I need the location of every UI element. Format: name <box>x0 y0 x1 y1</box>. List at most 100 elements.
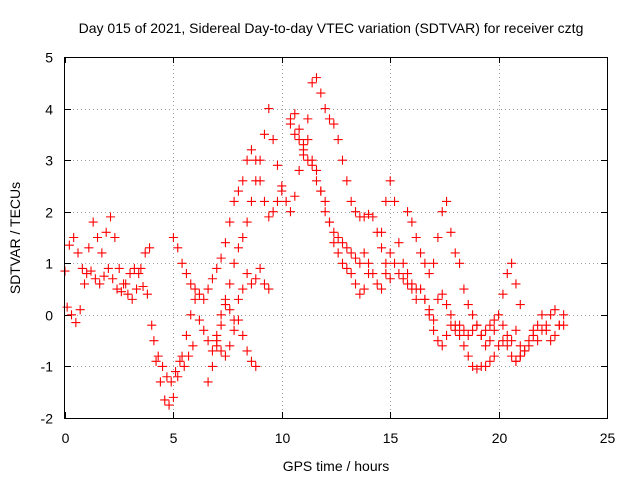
data-point <box>97 248 107 258</box>
data-point <box>520 346 530 356</box>
data-point <box>77 263 87 273</box>
data-point <box>207 346 217 356</box>
data-point <box>203 336 213 346</box>
data-point <box>329 238 339 248</box>
data-point <box>123 289 133 299</box>
data-point <box>350 253 361 263</box>
data-point <box>88 217 98 227</box>
data-point <box>127 294 137 304</box>
data-point <box>290 191 300 201</box>
data-point <box>134 269 144 279</box>
data-point <box>290 109 300 119</box>
data-point <box>455 320 465 330</box>
data-point <box>114 263 124 273</box>
data-point <box>337 258 348 268</box>
data-point <box>255 155 265 165</box>
data-point <box>225 279 235 289</box>
data-point <box>320 207 330 217</box>
data-point <box>99 271 109 281</box>
data-point <box>459 341 469 351</box>
data-point <box>190 294 200 304</box>
data-point <box>515 341 525 351</box>
data-point <box>212 263 222 273</box>
data-point <box>511 325 521 335</box>
data-point <box>554 320 564 330</box>
x-tick-label: 10 <box>275 430 291 446</box>
data-point <box>433 232 443 243</box>
data-point <box>220 351 230 361</box>
data-point <box>359 248 369 258</box>
y-tick-label: 2 <box>45 205 53 221</box>
data-point <box>90 274 100 284</box>
data-point <box>251 274 261 284</box>
data-point <box>238 330 248 341</box>
data-point <box>177 258 187 268</box>
data-point <box>481 325 491 335</box>
data-point <box>175 356 185 366</box>
data-point <box>389 258 400 268</box>
data-point <box>433 336 443 346</box>
data-point <box>320 196 330 206</box>
data-point <box>446 320 456 330</box>
data-point <box>294 134 304 145</box>
data-point <box>259 196 270 206</box>
data-point <box>272 160 283 170</box>
data-point <box>125 269 135 279</box>
data-point <box>173 372 183 382</box>
data-point <box>255 263 265 273</box>
data-point <box>71 318 81 328</box>
data-point <box>481 361 491 371</box>
data-point <box>416 284 426 294</box>
data-point <box>368 269 378 279</box>
data-point <box>216 310 226 320</box>
data-point <box>140 248 150 258</box>
data-point <box>225 341 235 351</box>
data-point <box>398 274 408 284</box>
data-point <box>355 258 365 268</box>
data-point <box>350 279 361 289</box>
data-point <box>394 269 404 279</box>
data-point <box>233 186 243 196</box>
chart-title: Day 015 of 2021, Sidereal Day-to-day VTE… <box>79 20 584 36</box>
data-point <box>242 346 252 356</box>
y-axis-label: SDTVAR / TECUs <box>7 182 23 294</box>
data-point <box>220 299 230 310</box>
data-point <box>95 279 105 289</box>
data-point <box>502 341 512 351</box>
data-point <box>346 196 356 206</box>
data-point <box>433 294 443 304</box>
data-point <box>259 279 270 289</box>
data-point <box>142 289 152 299</box>
data-point <box>550 330 560 341</box>
data-point <box>151 356 161 366</box>
data-point <box>168 392 178 402</box>
data-point <box>311 165 322 176</box>
plot-frame <box>64 57 608 419</box>
data-point <box>402 269 413 279</box>
data-point <box>303 114 313 124</box>
data-point <box>66 310 77 320</box>
data-point <box>105 212 116 222</box>
data-point <box>303 134 313 145</box>
data-point <box>324 114 335 124</box>
data-point <box>528 330 538 341</box>
y-tick-labels: -2 -1 0 1 2 3 4 5 <box>41 50 54 427</box>
data-point <box>131 284 142 294</box>
series-track-f <box>212 315 261 371</box>
data-point <box>485 356 495 366</box>
data-point <box>437 207 447 217</box>
data-point <box>446 227 456 237</box>
data-point <box>385 176 395 186</box>
data-point <box>502 269 512 279</box>
data-point <box>194 315 204 325</box>
data-point <box>450 325 460 335</box>
data-point <box>162 372 172 382</box>
x-axis-label: GPS time / hours <box>283 458 390 474</box>
data-point <box>277 181 287 191</box>
data-point <box>153 351 163 361</box>
data-point <box>437 341 447 351</box>
y-tick-label: 0 <box>45 308 53 324</box>
data-point <box>442 330 452 341</box>
data-point <box>472 320 482 330</box>
